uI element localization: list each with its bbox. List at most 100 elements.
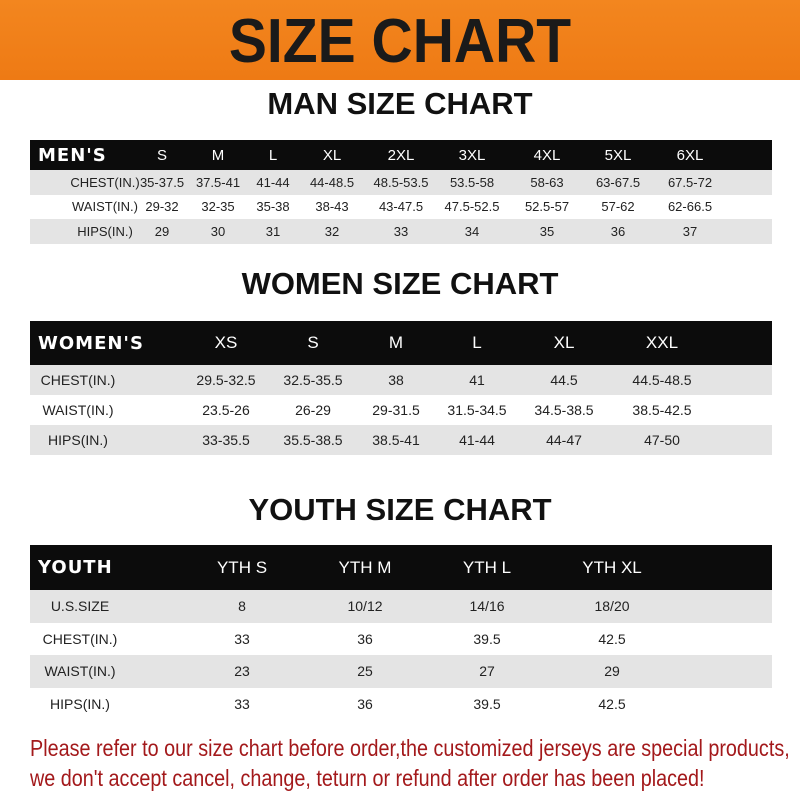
measurement-value: 44-48.5 <box>309 174 355 190</box>
measurement-label: CHEST(IN.) <box>42 630 118 647</box>
measurement-value: 38 <box>388 372 404 388</box>
measurement-value: 32.5-35.5 <box>283 372 343 388</box>
measurement-value: 42.5 <box>598 630 626 647</box>
size-header-cell: L <box>268 146 278 164</box>
size-header-cell: S <box>307 333 319 352</box>
table-row: CHEST(IN.) 35-37.5 37.5-41 41-44 44-48.5 48.5… <box>30 170 772 195</box>
measurement-value: 43-47.5 <box>378 199 424 215</box>
measurement-value: 38.5-41 <box>372 432 420 448</box>
measurement-value: 38.5-42.5 <box>632 402 692 418</box>
measurement-value: 31.5-34.5 <box>447 402 507 418</box>
measurement-label: HIPS(IN.) <box>77 223 133 239</box>
table-header-row: YOUTH YTH S YTH M YTH L YTH XL <box>30 545 772 590</box>
measurement-value: 57-62 <box>601 199 635 215</box>
measurement-value: 29.5-32.5 <box>196 372 256 388</box>
measurement-value: 32 <box>324 223 340 239</box>
size-header-cell: M <box>211 146 225 164</box>
size-header-cell: 4XL <box>533 146 561 164</box>
measurement-value: 33-35.5 <box>202 432 250 448</box>
order-notice: Please refer to our size chart before or… <box>30 733 790 793</box>
measurement-value: 31 <box>265 223 281 239</box>
measurement-value: 23 <box>234 663 250 680</box>
measurement-value: 25 <box>357 663 373 680</box>
measurement-value: 37 <box>682 223 698 239</box>
women-section-title: WOMEN SIZE CHART <box>241 266 559 301</box>
measurement-value: 48.5-53.5 <box>373 174 429 190</box>
size-header-cell: XS <box>214 333 238 352</box>
measurement-value: 27 <box>479 663 495 680</box>
measurement-label: U.S.SIZE <box>50 598 110 615</box>
measurement-label: WAIST(IN.) <box>44 663 116 680</box>
notice-line: we don't accept cancel, change, teturn o… <box>30 765 705 791</box>
measurement-value: 44-47 <box>546 432 582 448</box>
measurement-value: 37.5-41 <box>195 174 241 190</box>
table-row: WAIST(IN.) 23.5-26 26-29 29-31.5 31.5-34.5 34… <box>30 395 772 425</box>
measurement-value: 53.5-58 <box>449 174 495 190</box>
table-title-cell: YOUTH <box>38 557 113 578</box>
table-row: HIPS(IN.) 33 36 39.5 42.5 <box>30 687 772 720</box>
table-title-cell: WOMEN'S <box>38 332 144 354</box>
size-header-cell: 5XL <box>604 146 632 164</box>
measurement-value: 29-31.5 <box>372 402 420 418</box>
table-row: HIPS(IN.) 33-35.5 35.5-38.5 38.5-41 41-44 44-… <box>30 425 772 455</box>
table-title-cell: MEN'S <box>38 144 107 166</box>
measurement-value: 44.5 <box>550 372 578 388</box>
measurement-value: 34 <box>464 223 480 239</box>
size-header-cell: YTH XL <box>582 557 642 577</box>
measurement-value: 41 <box>469 372 485 388</box>
measurement-value: 35.5-38.5 <box>283 432 343 448</box>
measurement-value: 18/20 <box>594 598 630 615</box>
size-header-cell: S <box>156 146 168 164</box>
size-header-cell: L <box>472 333 482 352</box>
measurement-value: 35-37.5 <box>139 174 185 190</box>
measurement-value: 39.5 <box>473 695 501 712</box>
measurement-value: 29-32 <box>145 199 179 215</box>
measurement-value: 33 <box>393 223 409 239</box>
table-header-row: WOMEN'S XS S M L XL XXL <box>30 321 772 365</box>
title-banner <box>0 0 800 80</box>
notice-line: Please refer to our size chart before or… <box>30 735 790 761</box>
measurement-value: 33 <box>234 695 250 712</box>
measurement-value: 47.5-52.5 <box>444 199 500 215</box>
measurement-label: WAIST(IN.) <box>42 402 114 418</box>
measurement-value: 42.5 <box>598 695 626 712</box>
measurement-value: 39.5 <box>473 630 501 647</box>
size-header-cell: XL <box>553 333 575 352</box>
measurement-value: 44.5-48.5 <box>632 372 692 388</box>
measurement-value: 47-50 <box>644 432 680 448</box>
measurement-value: 36 <box>610 223 626 239</box>
size-header-cell: M <box>388 333 404 352</box>
measurement-label: WAIST(IN.) <box>72 199 138 215</box>
size-header-cell: 2XL <box>387 146 415 164</box>
size-header-cell: YTH S <box>216 557 268 577</box>
size-header-cell: 6XL <box>676 146 704 164</box>
measurement-label: HIPS(IN.) <box>50 695 110 712</box>
measurement-value: 38-43 <box>315 199 349 215</box>
measurement-value: 41-44 <box>459 432 495 448</box>
page-title: SIZE CHART <box>228 7 572 76</box>
measurement-label: CHEST(IN.) <box>70 174 140 190</box>
table-row: U.S.SIZE 8 10/12 14/16 18/20 <box>30 590 772 623</box>
measurement-value: 63-67.5 <box>595 174 641 190</box>
size-header-cell: YTH L <box>462 557 512 577</box>
table-header-row: MEN'S S M L XL 2XL 3XL 4XL 5XL 6XL <box>30 140 772 170</box>
measurement-value: 14/16 <box>469 598 505 615</box>
measurement-value: 62-66.5 <box>667 199 713 215</box>
size-header-cell: XL <box>322 146 342 164</box>
measurement-value: 36 <box>357 695 373 712</box>
measurement-value: 35-38 <box>256 199 290 215</box>
men-size-table: MEN'S S M L XL 2XL 3XL 4XL 5XL 6XL CHEST(IN.) 35-37… <box>30 140 772 244</box>
youth-section-title: YOUTH SIZE CHART <box>248 492 552 527</box>
measurement-value: 26-29 <box>295 402 331 418</box>
size-header-cell: 3XL <box>458 146 486 164</box>
table-row: WAIST(IN.) 23 25 27 29 <box>30 655 772 688</box>
measurement-label: HIPS(IN.) <box>48 432 108 448</box>
measurement-value: 10/12 <box>347 598 383 615</box>
measurement-value: 34.5-38.5 <box>534 402 594 418</box>
measurement-value: 30 <box>210 223 226 239</box>
table-row: CHEST(IN.) 33 36 39.5 42.5 <box>30 622 772 655</box>
table-row: WAIST(IN.) 29-32 32-35 35-38 38-43 43-47.5 47.… <box>30 194 772 219</box>
measurement-value: 8 <box>238 598 246 615</box>
women-size-table: WOMEN'S XS S M L XL XXL CHEST(IN.) 29.5-32.5 32.5… <box>30 321 772 455</box>
table-row: CHEST(IN.) 29.5-32.5 32.5-35.5 38 41 44.5 44.5… <box>30 365 772 395</box>
